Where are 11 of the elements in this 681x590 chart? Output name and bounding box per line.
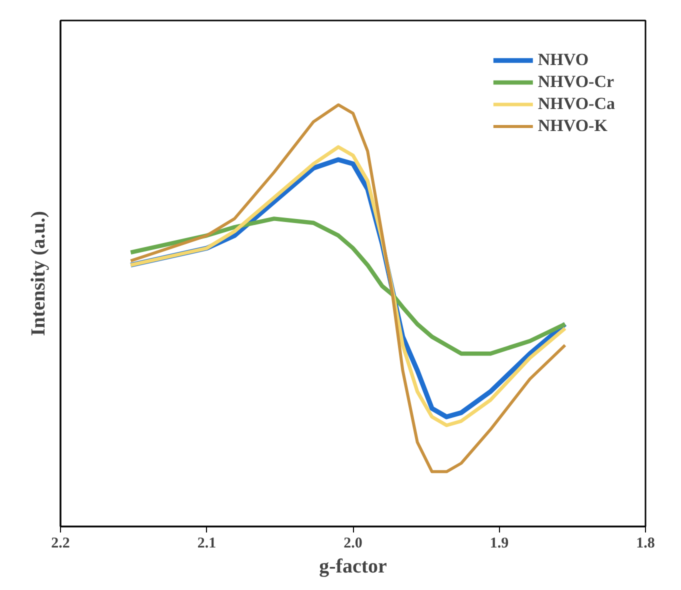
y-axis-title: Intensity (a.u.) [28, 210, 50, 336]
legend-label: NHVO-K [538, 116, 608, 136]
legend-label: NHVO [538, 50, 589, 70]
legend-label: NHVO-Ca [538, 94, 615, 114]
x-tick-label: 2.0 [344, 536, 362, 552]
x-tick-label: 2.2 [51, 536, 70, 552]
x-tick-label: 1.8 [636, 536, 655, 552]
legend-label: NHVO-Cr [538, 72, 614, 92]
x-tick-label: 2.1 [197, 536, 216, 552]
x-tick-label: 1.9 [490, 536, 509, 552]
x-axis-title: g-factor [319, 556, 387, 578]
